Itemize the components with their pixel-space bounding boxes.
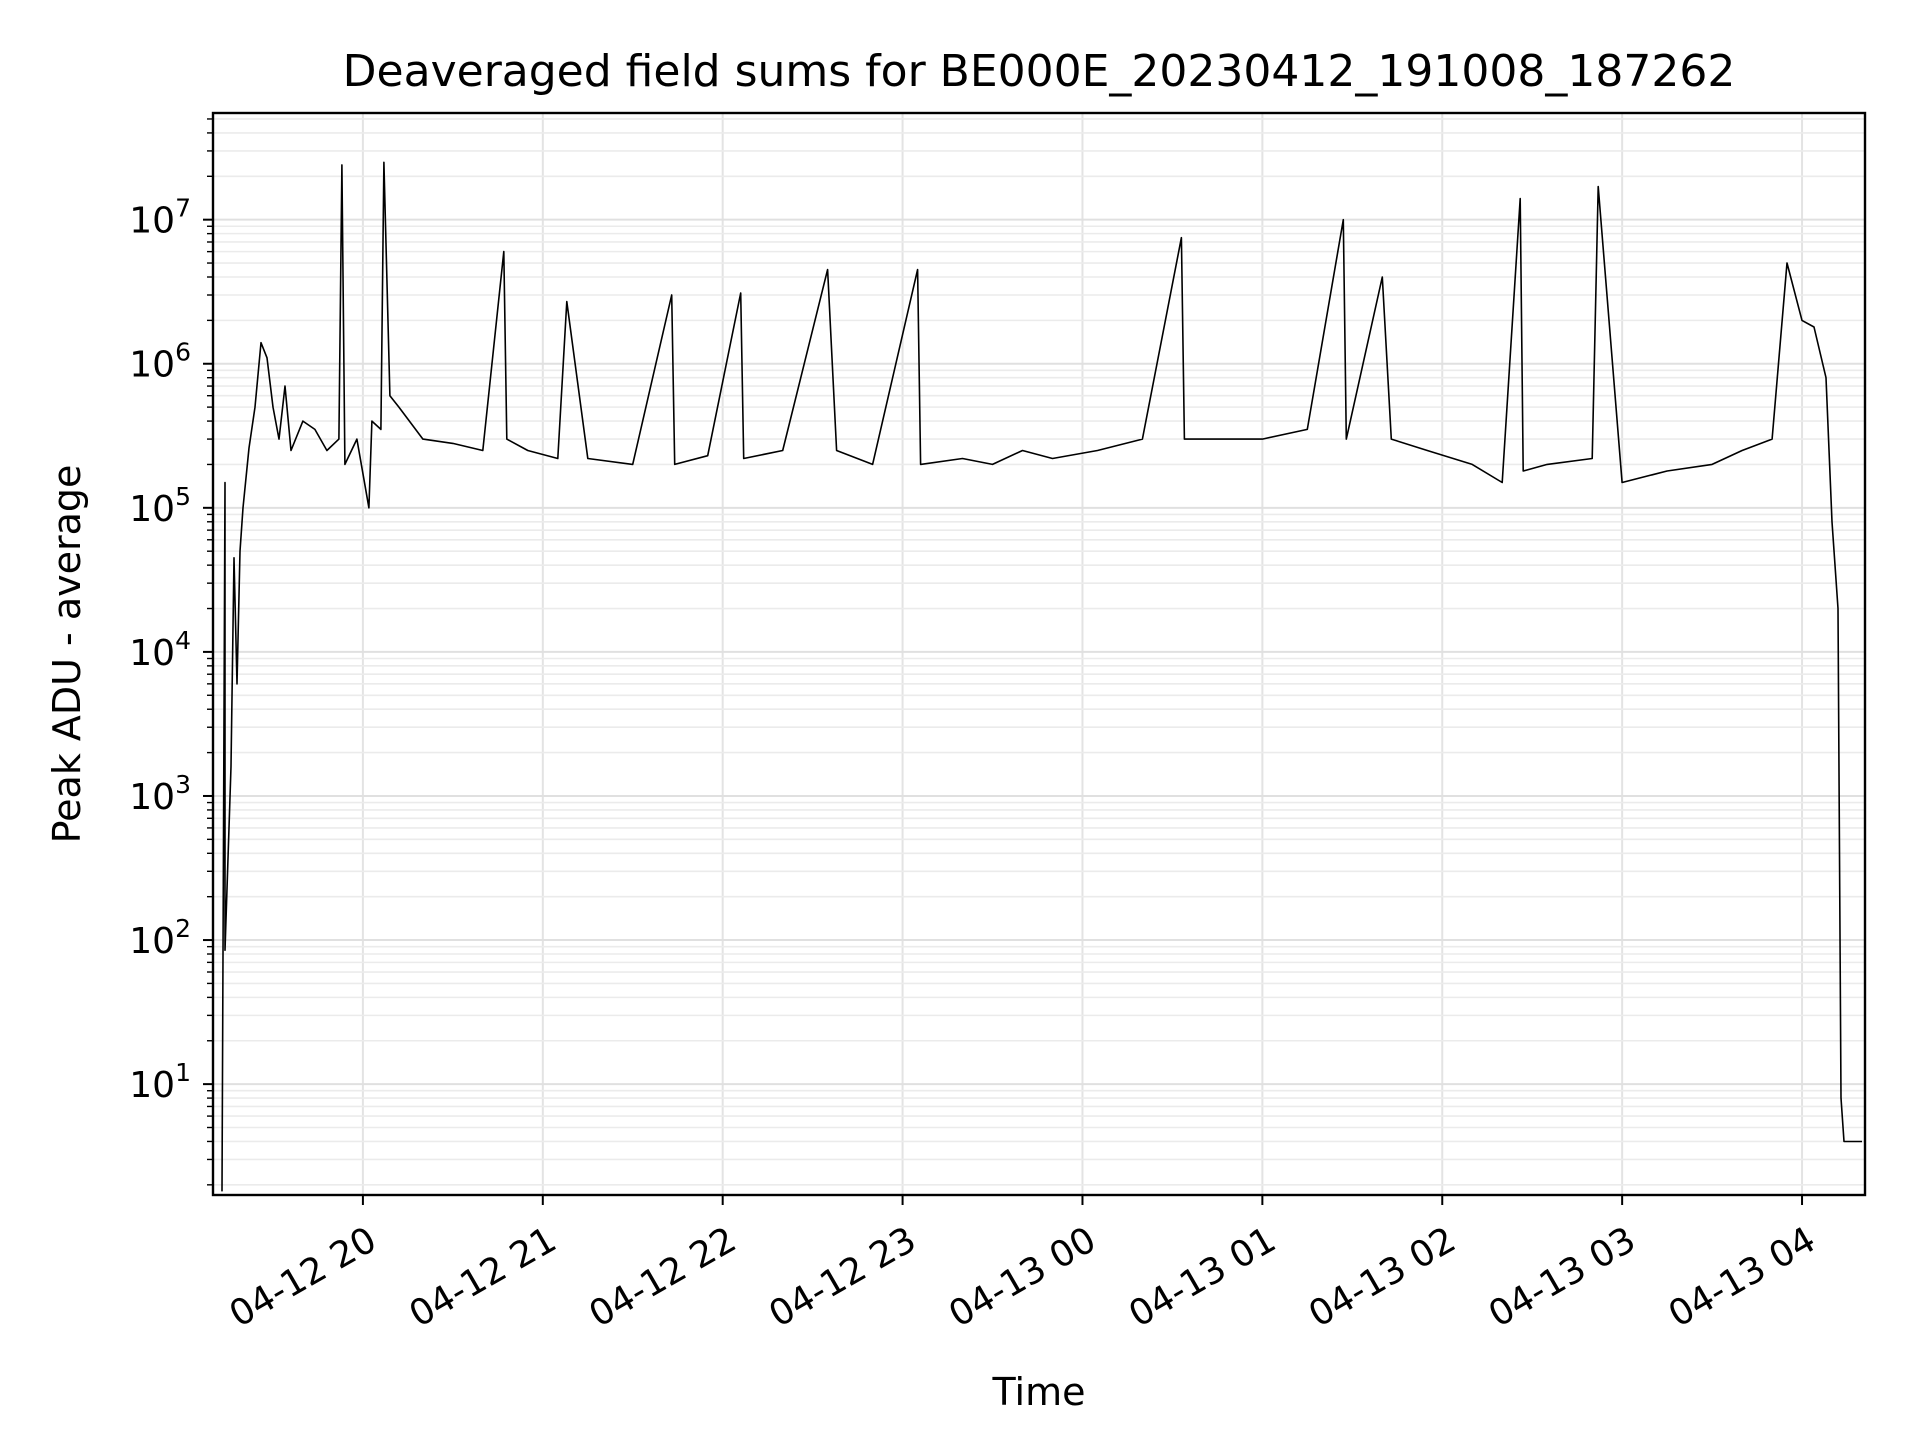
grid xyxy=(213,113,1865,1195)
series-layer xyxy=(221,161,1862,1192)
y-tick-label: 105 xyxy=(129,482,191,530)
y-tick-label: 106 xyxy=(129,338,191,386)
y-tick-label: 107 xyxy=(129,194,191,242)
y-tick-label: 102 xyxy=(129,914,191,962)
y-tick-label: 101 xyxy=(129,1058,191,1106)
y-axis-label: Peak ADU - average xyxy=(45,465,89,844)
x-axis-label: Time xyxy=(992,1370,1086,1414)
series-line-0 xyxy=(221,161,1862,1192)
y-tick-label: 103 xyxy=(129,770,191,818)
chart-title: Deaveraged field sums for BE000E_2023041… xyxy=(343,46,1736,97)
plot-frame xyxy=(211,111,1867,1197)
y-tick-label: 104 xyxy=(129,626,191,674)
